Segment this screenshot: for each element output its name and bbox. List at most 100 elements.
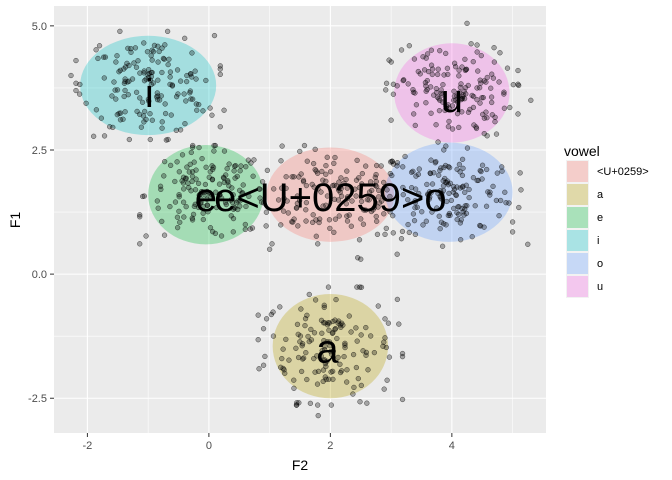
data-point xyxy=(338,175,344,181)
x-tick-label: 0 xyxy=(206,440,212,452)
data-point xyxy=(319,330,325,336)
data-point xyxy=(411,56,418,62)
data-point xyxy=(354,338,360,344)
data-point xyxy=(381,386,387,392)
legend-key-<U+0259> xyxy=(567,161,588,182)
data-point xyxy=(285,210,291,216)
data-point xyxy=(137,70,143,76)
data-point xyxy=(160,55,167,62)
data-point xyxy=(435,139,441,145)
data-point xyxy=(278,364,284,370)
data-point xyxy=(456,124,462,131)
data-point xyxy=(320,177,326,183)
data-point xyxy=(304,376,310,383)
data-point xyxy=(363,324,369,331)
data-point xyxy=(456,211,462,218)
data-point xyxy=(269,241,275,247)
data-point xyxy=(463,91,469,97)
data-point xyxy=(247,226,253,232)
data-point xyxy=(354,157,360,164)
data-point xyxy=(423,218,429,224)
data-point xyxy=(411,111,417,117)
data-point xyxy=(139,193,146,200)
data-point xyxy=(334,335,340,342)
data-point xyxy=(297,148,303,155)
data-point xyxy=(399,396,406,403)
data-point xyxy=(455,99,461,105)
data-point xyxy=(352,186,358,192)
data-point xyxy=(423,55,429,61)
data-point xyxy=(497,50,503,56)
data-point xyxy=(344,379,350,385)
data-point xyxy=(374,218,380,224)
data-point xyxy=(183,98,189,104)
data-point xyxy=(305,333,311,340)
data-point xyxy=(128,49,134,55)
data-point xyxy=(472,203,478,209)
data-point xyxy=(209,163,215,169)
data-point xyxy=(173,94,180,100)
data-point xyxy=(198,199,204,206)
data-point xyxy=(148,69,155,76)
data-point xyxy=(419,209,425,215)
data-point xyxy=(196,144,202,151)
data-point xyxy=(399,350,406,357)
data-point xyxy=(420,222,426,228)
vowel-label-<U+0259>: e<U+0259>o xyxy=(214,176,446,220)
legend-label: e xyxy=(597,212,603,224)
data-point xyxy=(90,133,97,139)
data-point xyxy=(416,190,422,197)
data-point xyxy=(181,214,187,220)
data-point xyxy=(318,189,324,195)
data-point xyxy=(213,204,220,211)
legend-key-u xyxy=(567,276,588,297)
data-point xyxy=(490,75,497,81)
data-point xyxy=(242,221,248,228)
legend-key-i xyxy=(567,230,588,251)
data-point xyxy=(460,209,466,215)
ellipse-a xyxy=(272,293,389,399)
data-point xyxy=(380,343,386,349)
data-point xyxy=(432,160,438,166)
data-point xyxy=(315,412,321,419)
data-point xyxy=(145,96,152,102)
data-point xyxy=(344,195,351,202)
data-point xyxy=(297,339,303,345)
data-point xyxy=(344,367,350,373)
data-point xyxy=(399,228,406,235)
data-point xyxy=(423,100,429,106)
data-point xyxy=(320,367,327,373)
data-point xyxy=(131,60,137,66)
data-point xyxy=(167,74,173,80)
data-point xyxy=(137,111,143,118)
data-point xyxy=(454,111,461,117)
data-point xyxy=(155,205,161,211)
data-point xyxy=(440,187,447,194)
data-point xyxy=(470,59,476,65)
data-point xyxy=(359,170,366,177)
data-point xyxy=(275,197,282,203)
data-point xyxy=(504,65,511,71)
data-point xyxy=(331,160,337,167)
data-point xyxy=(319,347,325,354)
legend-label: o xyxy=(597,258,603,270)
data-point xyxy=(258,199,265,205)
data-point xyxy=(321,304,327,311)
data-point xyxy=(229,185,235,191)
data-point xyxy=(499,168,505,174)
data-point xyxy=(433,122,439,128)
data-point xyxy=(324,154,330,160)
data-point xyxy=(192,187,199,193)
data-point xyxy=(304,312,310,318)
data-point xyxy=(436,172,442,178)
data-point xyxy=(110,124,116,131)
data-point xyxy=(260,362,267,368)
data-point xyxy=(394,296,401,303)
x-tick-label: 4 xyxy=(449,440,455,452)
data-point xyxy=(412,122,418,129)
data-point xyxy=(493,131,500,137)
data-point xyxy=(180,174,187,180)
data-point xyxy=(457,220,464,226)
data-point xyxy=(216,181,223,187)
data-point xyxy=(450,183,457,190)
